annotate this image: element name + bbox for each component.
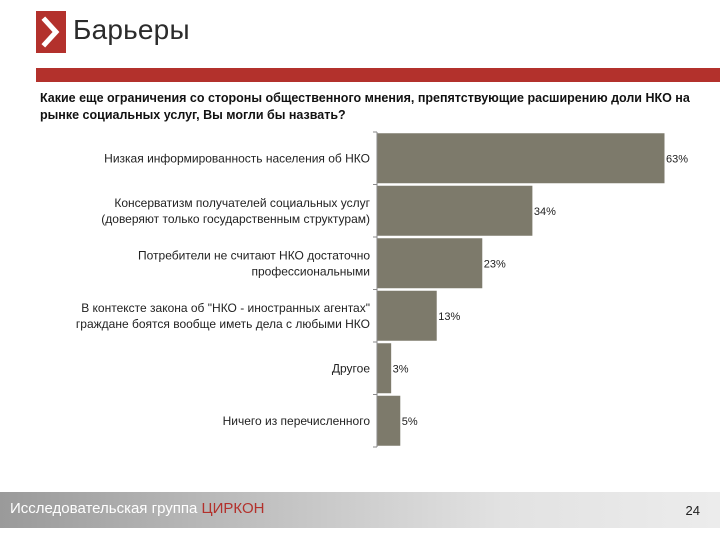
bar [377, 290, 437, 341]
footer-org-brand: ЦИРКОН [201, 500, 265, 517]
survey-question: Какие еще ограничения со стороны обществ… [40, 91, 690, 122]
bar-value-label: 34% [534, 206, 556, 218]
category-label: (доверяют только государственным структу… [101, 212, 370, 226]
bar-value-label: 13% [438, 311, 460, 323]
bar [377, 185, 533, 236]
bar [377, 395, 401, 446]
bar-value-label: 5% [402, 416, 418, 428]
chevron-right-icon [41, 16, 60, 48]
footer-band [0, 492, 720, 528]
logo-badge [36, 11, 66, 53]
bar-value-label: 23% [484, 258, 506, 270]
footer-organization: Исследовательская группа ЦИРКОН [10, 500, 264, 517]
footer-org-prefix: Исследовательская группа [10, 500, 202, 517]
bar-value-label: 63% [666, 153, 688, 165]
category-label: Консерватизм получателей социальных услу… [114, 196, 370, 210]
bar [377, 343, 392, 394]
page-title: Барьеры [73, 14, 190, 45]
category-label: Потребители не считают НКО достаточно [138, 248, 370, 262]
bar-value-label: 3% [393, 363, 409, 375]
title-rule [36, 68, 720, 82]
category-label: Низкая информированность населения об НК… [104, 151, 370, 165]
page-number: 24 [685, 503, 700, 518]
category-label: Другое [332, 361, 370, 375]
category-label: граждане боятся вообще иметь дела с любы… [76, 317, 370, 331]
category-label: Ничего из перечисленного [223, 414, 371, 428]
category-label: профессиональными [251, 264, 370, 278]
category-label: В контексте закона об "НКО - иностранных… [81, 301, 370, 315]
bar [377, 133, 665, 184]
bar [377, 238, 483, 289]
